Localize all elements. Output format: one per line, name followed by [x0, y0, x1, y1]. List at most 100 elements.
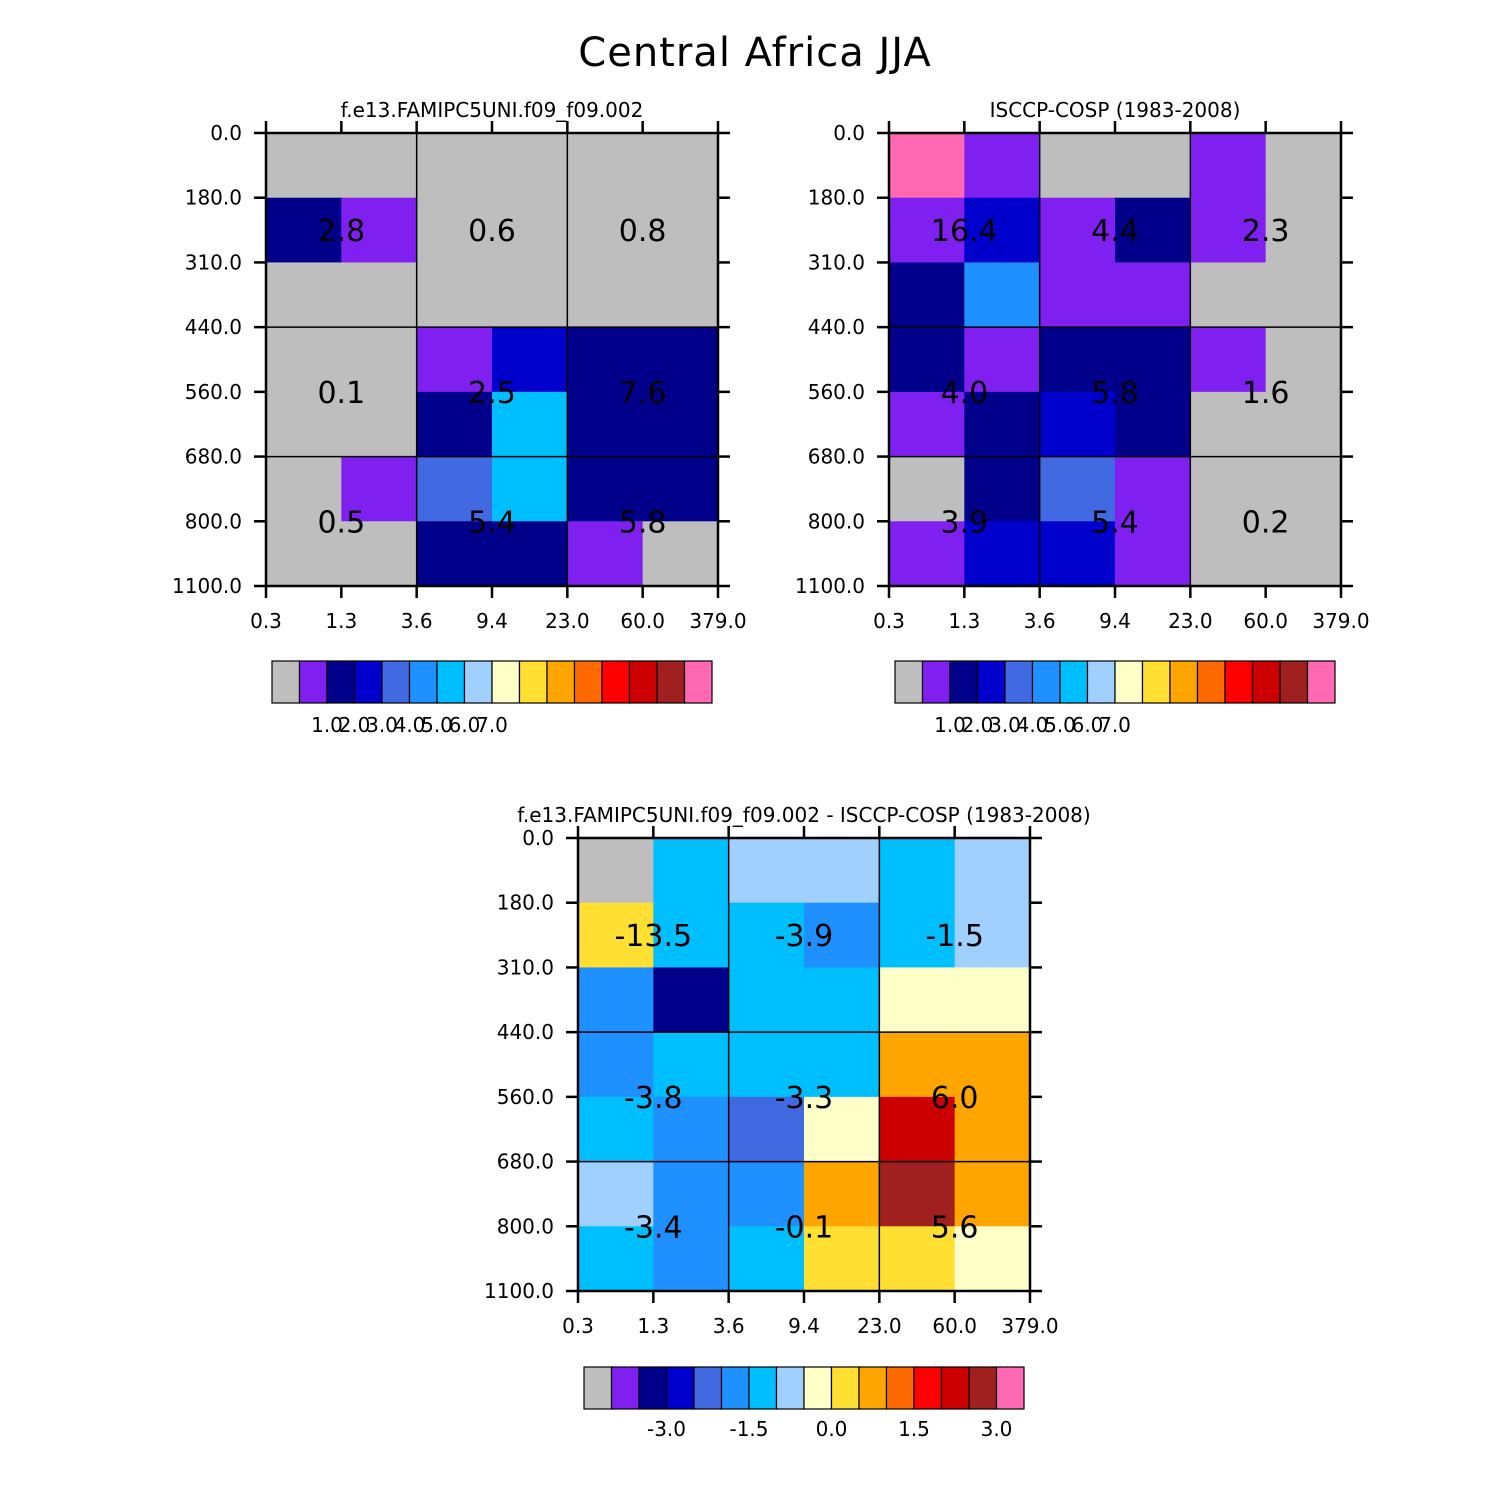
- heatmap-cell: [1115, 327, 1191, 393]
- y-tick-label: 560.0: [497, 1085, 554, 1109]
- heatmap-cell: [1190, 391, 1267, 458]
- colorbar-swatch: [436, 660, 466, 704]
- heatmap-cell: [1039, 133, 1116, 199]
- colorbar-swatch: [1031, 660, 1061, 704]
- colorbar-label: 4.0: [394, 713, 426, 737]
- colorbar-label: 2.0: [339, 713, 371, 737]
- x-tick-label: 379.0: [689, 609, 746, 633]
- heatmap-cell: [804, 1161, 880, 1227]
- heatmap-cell: [1115, 262, 1191, 328]
- colorbar-swatch: [518, 660, 548, 704]
- data-label: 0.1: [317, 376, 365, 411]
- colorbar-swatch: [408, 660, 438, 704]
- data-label: 5.4: [468, 505, 516, 540]
- y-tick-label: 800.0: [808, 509, 865, 533]
- heatmap-cell: [416, 456, 493, 522]
- heatmap-cell: [642, 262, 719, 328]
- heatmap-cell: [804, 1032, 880, 1098]
- heatmap-cell: [578, 1032, 654, 1098]
- heatmap-cell: [954, 1161, 1031, 1227]
- heatmap-cell: [728, 967, 805, 1033]
- heatmap-cell: [492, 327, 568, 393]
- colorbar-swatch: [1224, 660, 1254, 704]
- heatmap-cell: [266, 327, 342, 393]
- colorbar-swatch: [326, 660, 356, 704]
- heatmap-cell: [804, 838, 880, 904]
- panel-title: f.e13.FAMIPC5UNI.f09_f09.002: [341, 98, 644, 122]
- heatmap-panel-1: 0.3 1.3 3.6 9.4 23.0 60.0 379.0 0.0 180.0 310.0 44…: [172, 98, 747, 737]
- x-tick-label: 9.4: [1099, 609, 1131, 633]
- y-tick-label: 1100.0: [795, 574, 865, 598]
- heatmap-cell: [804, 1096, 880, 1163]
- data-label: 4.4: [1091, 214, 1139, 249]
- panel-title: f.e13.FAMIPC5UNI.f09_f09.002 - ISCCP-COS…: [517, 803, 1090, 827]
- y-tick-label: 1100.0: [484, 1279, 554, 1303]
- data-label: 16.4: [931, 214, 998, 249]
- x-tick-label: 60.0: [1243, 609, 1288, 633]
- colorbar: -3.0 -1.5 0.0 1.5 3.0: [583, 1366, 1025, 1441]
- colorbar-swatch: [1114, 660, 1144, 704]
- heatmap-cell: [879, 1096, 956, 1163]
- data-label: 2.3: [1242, 214, 1290, 249]
- heatmap-cell: [578, 967, 654, 1033]
- heatmap-cell: [416, 391, 493, 458]
- data-label: 0.6: [468, 214, 516, 249]
- heatmap-cell: [266, 456, 342, 522]
- data-label: -1.5: [925, 919, 984, 954]
- colorbar-swatch: [1251, 660, 1281, 704]
- heatmap-cell: [1039, 391, 1116, 458]
- colorbar-swatch: [913, 1366, 943, 1410]
- y-tick-label: 680.0: [497, 1150, 554, 1174]
- data-label: -13.5: [615, 919, 693, 954]
- colorbar-label: 3.0: [989, 713, 1021, 737]
- heatmap-cell: [889, 391, 965, 458]
- x-tick-label: 3.6: [713, 1314, 745, 1338]
- colorbar-label: 6.0: [1072, 713, 1104, 737]
- colorbar-swatch: [720, 1366, 750, 1410]
- heatmap-cell: [341, 327, 418, 393]
- colorbar-swatch: [271, 660, 301, 704]
- heatmap-cell: [642, 327, 719, 393]
- heatmap-cell: [728, 838, 805, 904]
- heatmap-cell: [567, 197, 644, 264]
- colorbar-label: 1.0: [311, 713, 343, 737]
- data-label: 7.6: [619, 376, 667, 411]
- heatmap-panel-2: 0.3 1.3 3.6 9.4 23.0 60.0 379.0 0.0 180.0 310.0 44…: [795, 98, 1370, 737]
- heatmap-cell: [266, 262, 342, 328]
- heatmap-cell: [1265, 327, 1342, 393]
- data-label: 5.4: [1091, 505, 1139, 540]
- colorbar-label: 0.0: [816, 1417, 848, 1441]
- data-label: 0.2: [1242, 505, 1290, 540]
- colorbar-label: 1.5: [898, 1417, 930, 1441]
- heatmap-cell: [492, 456, 568, 522]
- colorbar-swatch: [921, 660, 951, 704]
- y-tick-label: 680.0: [808, 445, 865, 469]
- colorbar-swatch: [775, 1366, 805, 1410]
- heatmap-cell: [964, 133, 1041, 199]
- data-label: 0.5: [317, 505, 365, 540]
- y-tick-label: 680.0: [185, 445, 242, 469]
- heatmap-cell: [1265, 521, 1342, 587]
- x-tick-label: 379.0: [1001, 1314, 1058, 1338]
- heatmap-cell: [964, 521, 1041, 587]
- heatmap-cell: [728, 1226, 805, 1292]
- y-tick-label: 560.0: [808, 380, 865, 404]
- heatmap-cell: [889, 521, 965, 587]
- data-label: 5.8: [1091, 376, 1139, 411]
- colorbar-swatch: [894, 660, 924, 704]
- heatmap-cell: [1039, 456, 1116, 522]
- y-tick-label: 440.0: [808, 315, 865, 339]
- x-tick-label: 23.0: [857, 1314, 902, 1338]
- heatmap-cell: [416, 197, 493, 264]
- colorbar-swatch: [949, 660, 979, 704]
- colorbar-swatch: [748, 1366, 778, 1410]
- heatmap-cell: [879, 1161, 956, 1227]
- heatmap-cell: [642, 197, 719, 264]
- data-label: 4.0: [940, 376, 988, 411]
- data-label: -3.9: [775, 919, 834, 954]
- data-label: -3.4: [624, 1210, 683, 1245]
- heatmap-cell: [804, 967, 880, 1033]
- heatmap-cell: [1039, 197, 1116, 264]
- heatmap-cell: [492, 521, 568, 587]
